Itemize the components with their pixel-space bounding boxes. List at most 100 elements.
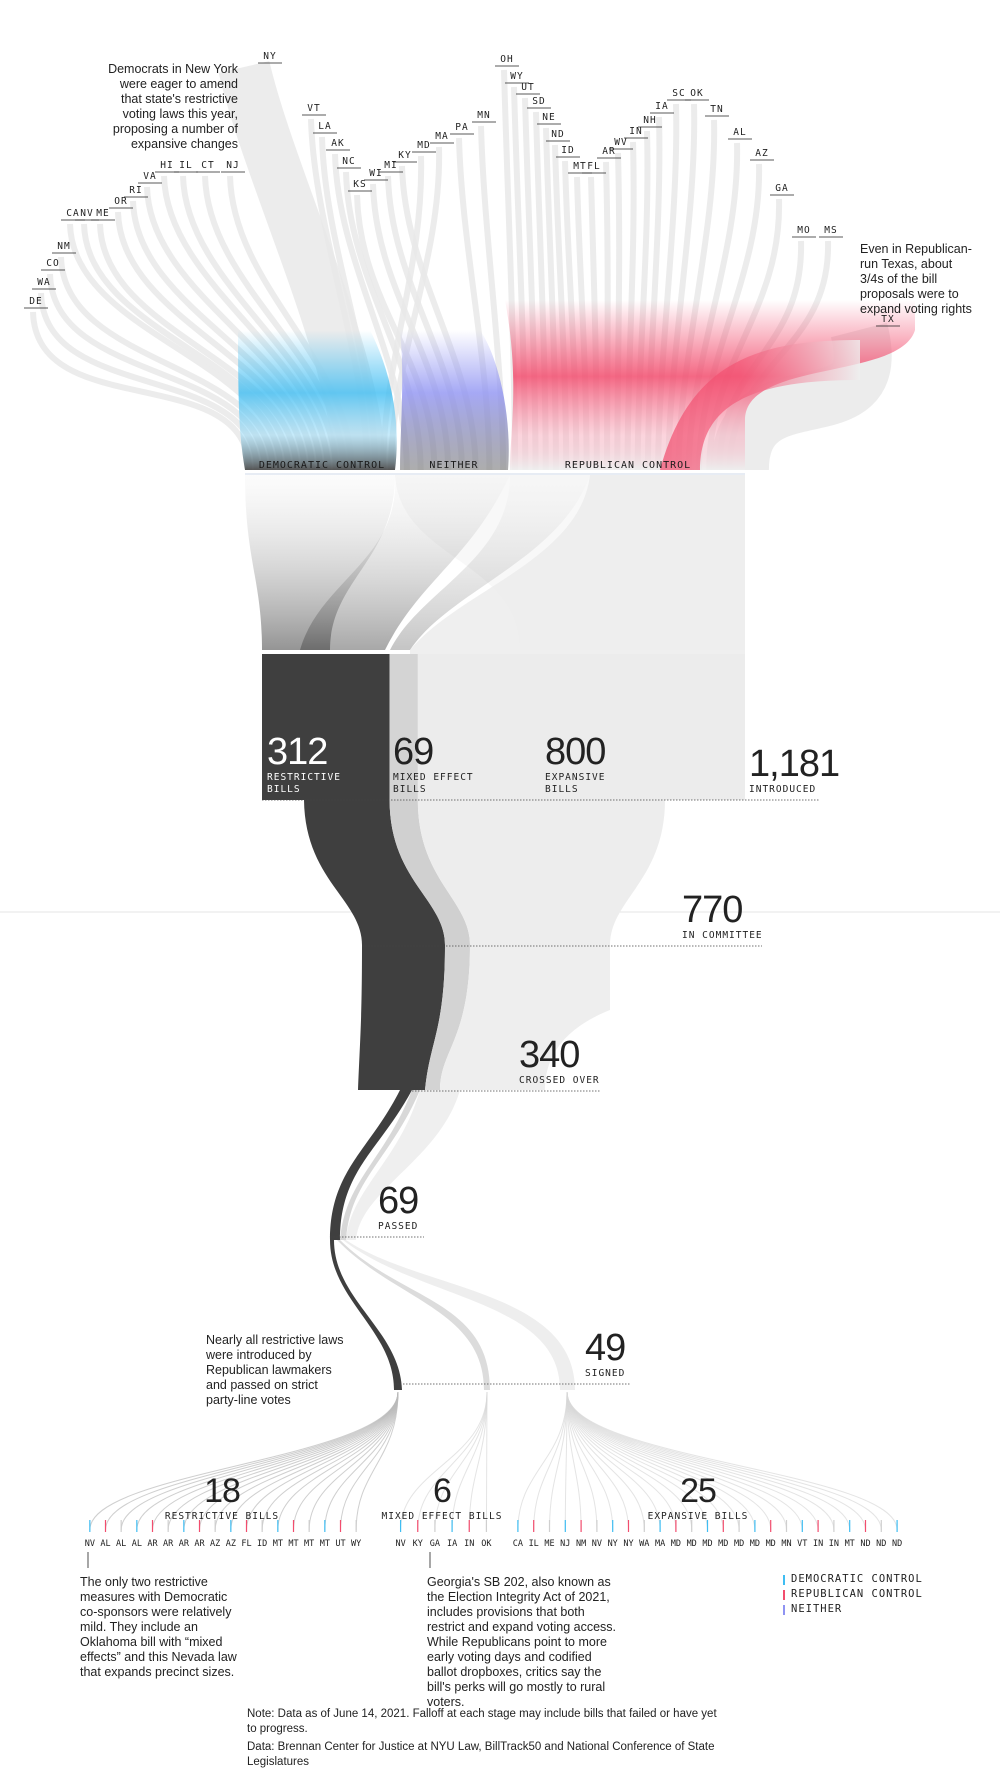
signed-state-2-22: ND [860, 1539, 870, 1549]
state-label-ri: RI [129, 185, 142, 196]
state-label-az: AZ [755, 148, 768, 159]
state-label-nj: NJ [226, 160, 239, 171]
signed-fan-2-2 [549, 1391, 568, 1531]
signed-fan-0-16 [340, 1391, 399, 1531]
signed-state-0-2: AL [116, 1539, 126, 1549]
tx-annotation: Even in Republican-run Texas, about 3/4s… [860, 242, 972, 316]
signed-fan-2-1 [533, 1391, 568, 1531]
signed-state-2-16: MD [766, 1539, 776, 1549]
state-label-ok: OK [690, 88, 703, 99]
bill-type-value-0: 312 [267, 731, 327, 773]
stage-label-0: INTRODUCED [749, 784, 816, 795]
state-label-me: ME [96, 208, 109, 219]
state-label-ia: IA [655, 101, 668, 112]
signed-state-2-17: MN [781, 1539, 791, 1549]
signed-state-2-12: MD [702, 1539, 712, 1549]
stage-label-3: PASSED [378, 1221, 418, 1232]
signed-state-0-0: NV [85, 1539, 95, 1549]
signed-state-2-6: NY [608, 1539, 618, 1549]
signed-state-2-21: MT [845, 1539, 855, 1549]
footnote: Note: Data as of June 14, 2021. Falloff … [247, 1707, 727, 1770]
signed-fan-0-7 [199, 1391, 399, 1531]
signed-state-2-4: NM [576, 1539, 586, 1549]
source-text: Data: Brennan Center for Justice at NYU … [247, 1741, 715, 1768]
legend-item-neither: NEITHER [783, 1602, 923, 1617]
signed-state-0-8: AZ [210, 1539, 220, 1549]
band-tx [660, 340, 860, 470]
signed-state-2-2: ME [544, 1539, 554, 1549]
signed-type-label-0: RESTRICTIVE BILLS [165, 1511, 279, 1522]
band-democratic [238, 330, 397, 470]
signed-state-0-7: AR [194, 1539, 205, 1549]
flow-mixed-committee [389, 800, 470, 945]
source-label-republican-control: REPUBLICAN CONTROL [565, 460, 691, 471]
stage-value-2: 340 [519, 1034, 579, 1076]
ny-annotation: Democrats in New York were eager to amen… [108, 62, 238, 151]
bill-type-label2-2: BILLS [545, 784, 579, 795]
legend-swatch-democratic [783, 1574, 785, 1585]
flow-mixed-crossed [425, 945, 470, 1090]
georgia-annotation: Georgia's SB 202, also known as the Elec… [427, 1575, 616, 1709]
stage-label-1: IN COMMITTEE [682, 930, 763, 941]
signed-fan-2-12 [566, 1391, 708, 1531]
signed-fan-0-17 [355, 1391, 399, 1531]
signed-state-2-11: MD [687, 1539, 697, 1549]
state-label-mi: MI [384, 160, 397, 171]
signed-fan-1-5 [485, 1391, 488, 1531]
signed-fan-0-9 [230, 1391, 399, 1531]
legend-label-republican: REPUBLICAN CONTROL [791, 1588, 923, 1600]
state-label-sd: SD [532, 96, 545, 107]
state-label-nd: ND [551, 129, 564, 140]
legend-swatch-republican [783, 1589, 785, 1600]
flow-expansive-signed [343, 1240, 575, 1390]
signed-state-0-11: ID [257, 1539, 267, 1549]
state-label-pa: PA [455, 122, 468, 133]
signed-state-0-17: WY [351, 1539, 361, 1549]
state-label-nv: NV [80, 208, 93, 219]
signed-state-2-5: NV [592, 1539, 602, 1549]
state-label-nh: NH [643, 115, 656, 126]
state-label-ks: KS [353, 179, 366, 190]
state-label-ut: UT [521, 82, 534, 93]
signed-state-1-4: IN [464, 1539, 474, 1549]
legend: DEMOCRATIC CONTROL REPUBLICAN CONTROL NE… [783, 1572, 923, 1617]
state-label-ga: GA [775, 183, 788, 194]
flow-dem-restrictive [245, 475, 395, 650]
bill-type-block-1 [389, 654, 418, 800]
state-label-il: IL [179, 160, 192, 171]
signed-state-0-14: MT [304, 1539, 314, 1549]
signed-fan-2-8 [566, 1391, 645, 1531]
signed-type-value-2: 25 [680, 1472, 716, 1510]
signed-fan-1-3 [451, 1391, 488, 1531]
signed-fan-0-14 [308, 1391, 399, 1531]
signed-fan-2-3 [564, 1391, 568, 1531]
stage-label-2: CROSSED OVER [519, 1075, 600, 1086]
bill-type-label-1: MIXED EFFECT [393, 772, 474, 783]
signed-fan-0-8 [214, 1391, 399, 1531]
state-label-id: ID [561, 145, 574, 156]
signed-type-label-1: MIXED EFFECT BILLS [382, 1511, 503, 1522]
signed-state-0-9: AZ [226, 1539, 236, 1549]
state-label-in: IN [629, 126, 642, 137]
state-label-fl: FL [587, 161, 600, 172]
signed-state-2-20: IN [829, 1539, 839, 1549]
signed-state-2-9: MA [655, 1539, 665, 1549]
signed-state-0-10: FL [241, 1539, 251, 1549]
signed-state-0-5: AR [163, 1539, 174, 1549]
signed-fan-0-10 [246, 1391, 399, 1531]
signed-fan-2-10 [566, 1391, 677, 1531]
signed-fan-1-2 [434, 1391, 488, 1531]
state-label-ne: NE [542, 112, 555, 123]
state-label-oh: OH [500, 54, 513, 65]
signed-state-1-1: KY [413, 1539, 423, 1549]
signed-state-2-23: ND [876, 1539, 886, 1549]
signed-fan-0-6 [183, 1391, 399, 1531]
signed-state-0-15: MT [320, 1539, 330, 1549]
state-label-ar: AR [602, 146, 615, 157]
flow-expansive-crossed [440, 945, 610, 1090]
signed-fan-2-9 [566, 1391, 661, 1531]
state-label-sc: SC [672, 88, 685, 99]
bill-type-value-2: 800 [545, 731, 605, 773]
state-label-mt: MT [573, 161, 586, 172]
